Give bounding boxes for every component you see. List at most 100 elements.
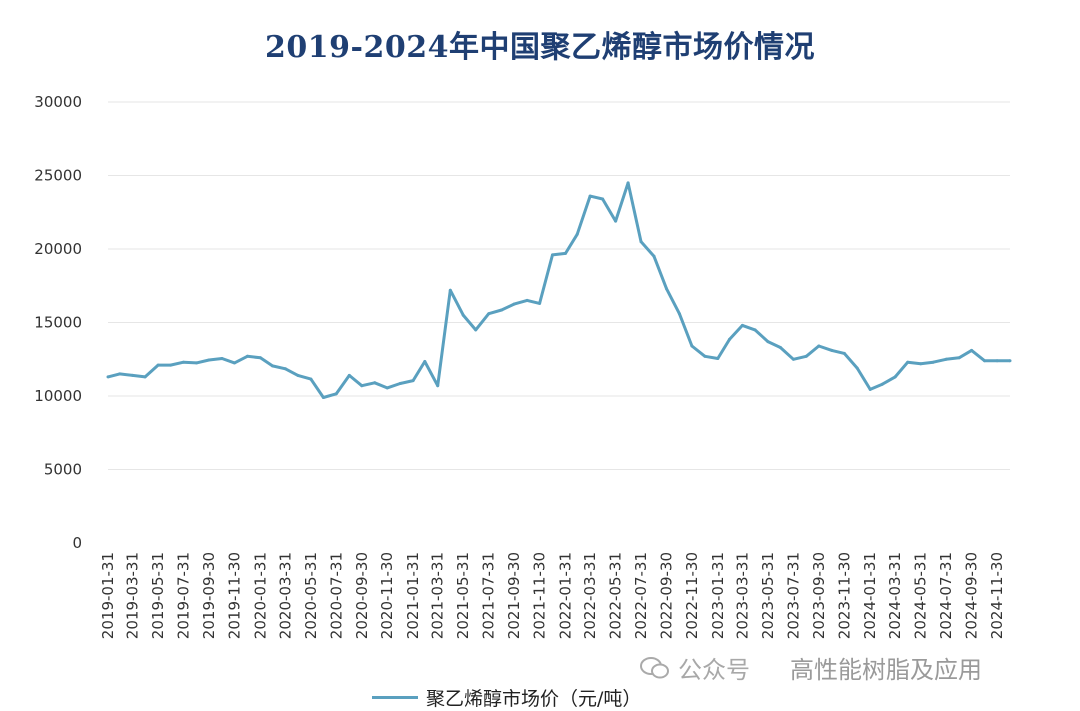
data-point (398, 382, 402, 385)
data-point (626, 181, 630, 185)
x-tick-label: 2020-07-31 (327, 552, 345, 639)
data-point (804, 354, 808, 358)
x-tick-label: 2019-09-30 (200, 552, 218, 639)
data-point (931, 360, 935, 364)
watermark-prefix: 公众号 (678, 656, 750, 684)
data-point (601, 197, 605, 201)
data-point (347, 373, 351, 377)
data-point (778, 346, 782, 349)
y-tick-label: 5000 (44, 461, 82, 479)
data-point (182, 360, 185, 364)
data-point (156, 363, 160, 367)
data-point (995, 359, 999, 363)
watermark-text: 高性能树脂及应用 (790, 656, 982, 684)
legend-label: 聚乙烯醇市场价（元/吨） (426, 688, 642, 710)
x-tick-label: 2020-03-31 (276, 552, 294, 639)
data-point (614, 219, 618, 223)
data-point (791, 357, 795, 361)
x-tick-label: 2021-07-31 (480, 552, 498, 639)
x-tick-label: 2019-11-30 (225, 552, 243, 639)
x-tick-label: 2020-05-31 (302, 552, 320, 639)
x-tick-label: 2021-03-31 (429, 552, 447, 639)
data-point (728, 337, 731, 341)
data-point (740, 323, 744, 327)
data-point (309, 377, 313, 381)
x-tick-label: 2022-07-31 (632, 552, 650, 639)
x-tick-label: 2019-03-31 (124, 552, 142, 639)
data-point (983, 359, 986, 363)
x-tick-label: 2021-01-31 (404, 552, 422, 639)
x-axis-tick-labels: 2019-01-31 2019-03-31 2019-05-31 2019-07-31… (99, 552, 1006, 639)
data-point (652, 254, 656, 258)
data-point (766, 340, 770, 344)
data-point (551, 253, 554, 257)
data-point (855, 366, 859, 370)
x-tick-label: 2022-09-30 (657, 552, 675, 639)
chart-title: 2019-2024年中国聚乙烯醇市场价情况 (265, 30, 815, 65)
data-point (830, 348, 834, 352)
data-point (753, 328, 757, 332)
series-line (107, 181, 1010, 399)
data-point (919, 362, 923, 366)
x-tick-label: 2020-01-31 (251, 552, 269, 639)
data-point (868, 387, 872, 391)
y-axis-tick-labels: 0 5000 10000 15000 20000 25000 30000 (34, 93, 82, 552)
data-point (525, 298, 529, 302)
data-point (360, 384, 364, 388)
legend: 聚乙烯醇市场价（元/吨） (372, 684, 641, 711)
watermark: 公众号 高性能树脂及应用 (640, 650, 982, 685)
data-point (207, 358, 211, 362)
x-tick-label: 2022-01-31 (556, 552, 574, 639)
data-point (970, 348, 974, 352)
data-point (703, 354, 707, 358)
x-tick-label: 2021-05-31 (454, 552, 472, 639)
data-point (716, 357, 720, 360)
data-point (411, 379, 415, 383)
data-point (169, 363, 173, 367)
x-tick-label: 2024-03-31 (886, 552, 904, 639)
data-point (842, 351, 846, 355)
data-point (131, 373, 135, 377)
legend-swatch (372, 696, 418, 699)
data-point (271, 364, 274, 368)
x-tick-label: 2020-11-30 (378, 552, 396, 639)
data-point (474, 328, 478, 332)
data-point (296, 373, 300, 377)
data-point (677, 312, 681, 316)
y-tick-label: 30000 (34, 93, 82, 111)
y-tick-label: 15000 (34, 314, 82, 332)
grid-lines (108, 101, 1010, 470)
data-point (500, 308, 504, 312)
x-tick-label: 2024-11-30 (988, 552, 1006, 639)
data-point (588, 194, 592, 198)
data-point (690, 344, 694, 348)
data-point (639, 240, 643, 244)
data-point (245, 354, 249, 358)
data-point (817, 344, 821, 348)
data-point (373, 381, 377, 385)
x-tick-label: 2024-07-31 (937, 552, 955, 639)
x-tick-label: 2021-09-30 (505, 552, 523, 639)
data-point (220, 357, 224, 360)
data-point (1008, 359, 1012, 363)
x-tick-label: 2020-09-30 (353, 552, 371, 639)
data-point (195, 361, 198, 365)
x-tick-label: 2023-07-31 (784, 552, 802, 639)
wechat-icon (640, 656, 669, 678)
data-point (334, 392, 338, 396)
data-point (233, 361, 236, 365)
data-point (944, 357, 948, 361)
data-point (283, 367, 287, 371)
x-tick-label: 2021-11-30 (531, 552, 549, 639)
data-point (893, 375, 897, 379)
y-tick-label: 10000 (34, 387, 82, 405)
data-point (906, 360, 910, 364)
data-point (106, 375, 110, 379)
data-point (487, 312, 491, 316)
y-tick-label: 20000 (34, 240, 82, 258)
data-point (385, 386, 389, 390)
data-point (880, 382, 884, 386)
x-tick-label: 2019-01-31 (99, 552, 117, 639)
data-point (436, 384, 440, 388)
